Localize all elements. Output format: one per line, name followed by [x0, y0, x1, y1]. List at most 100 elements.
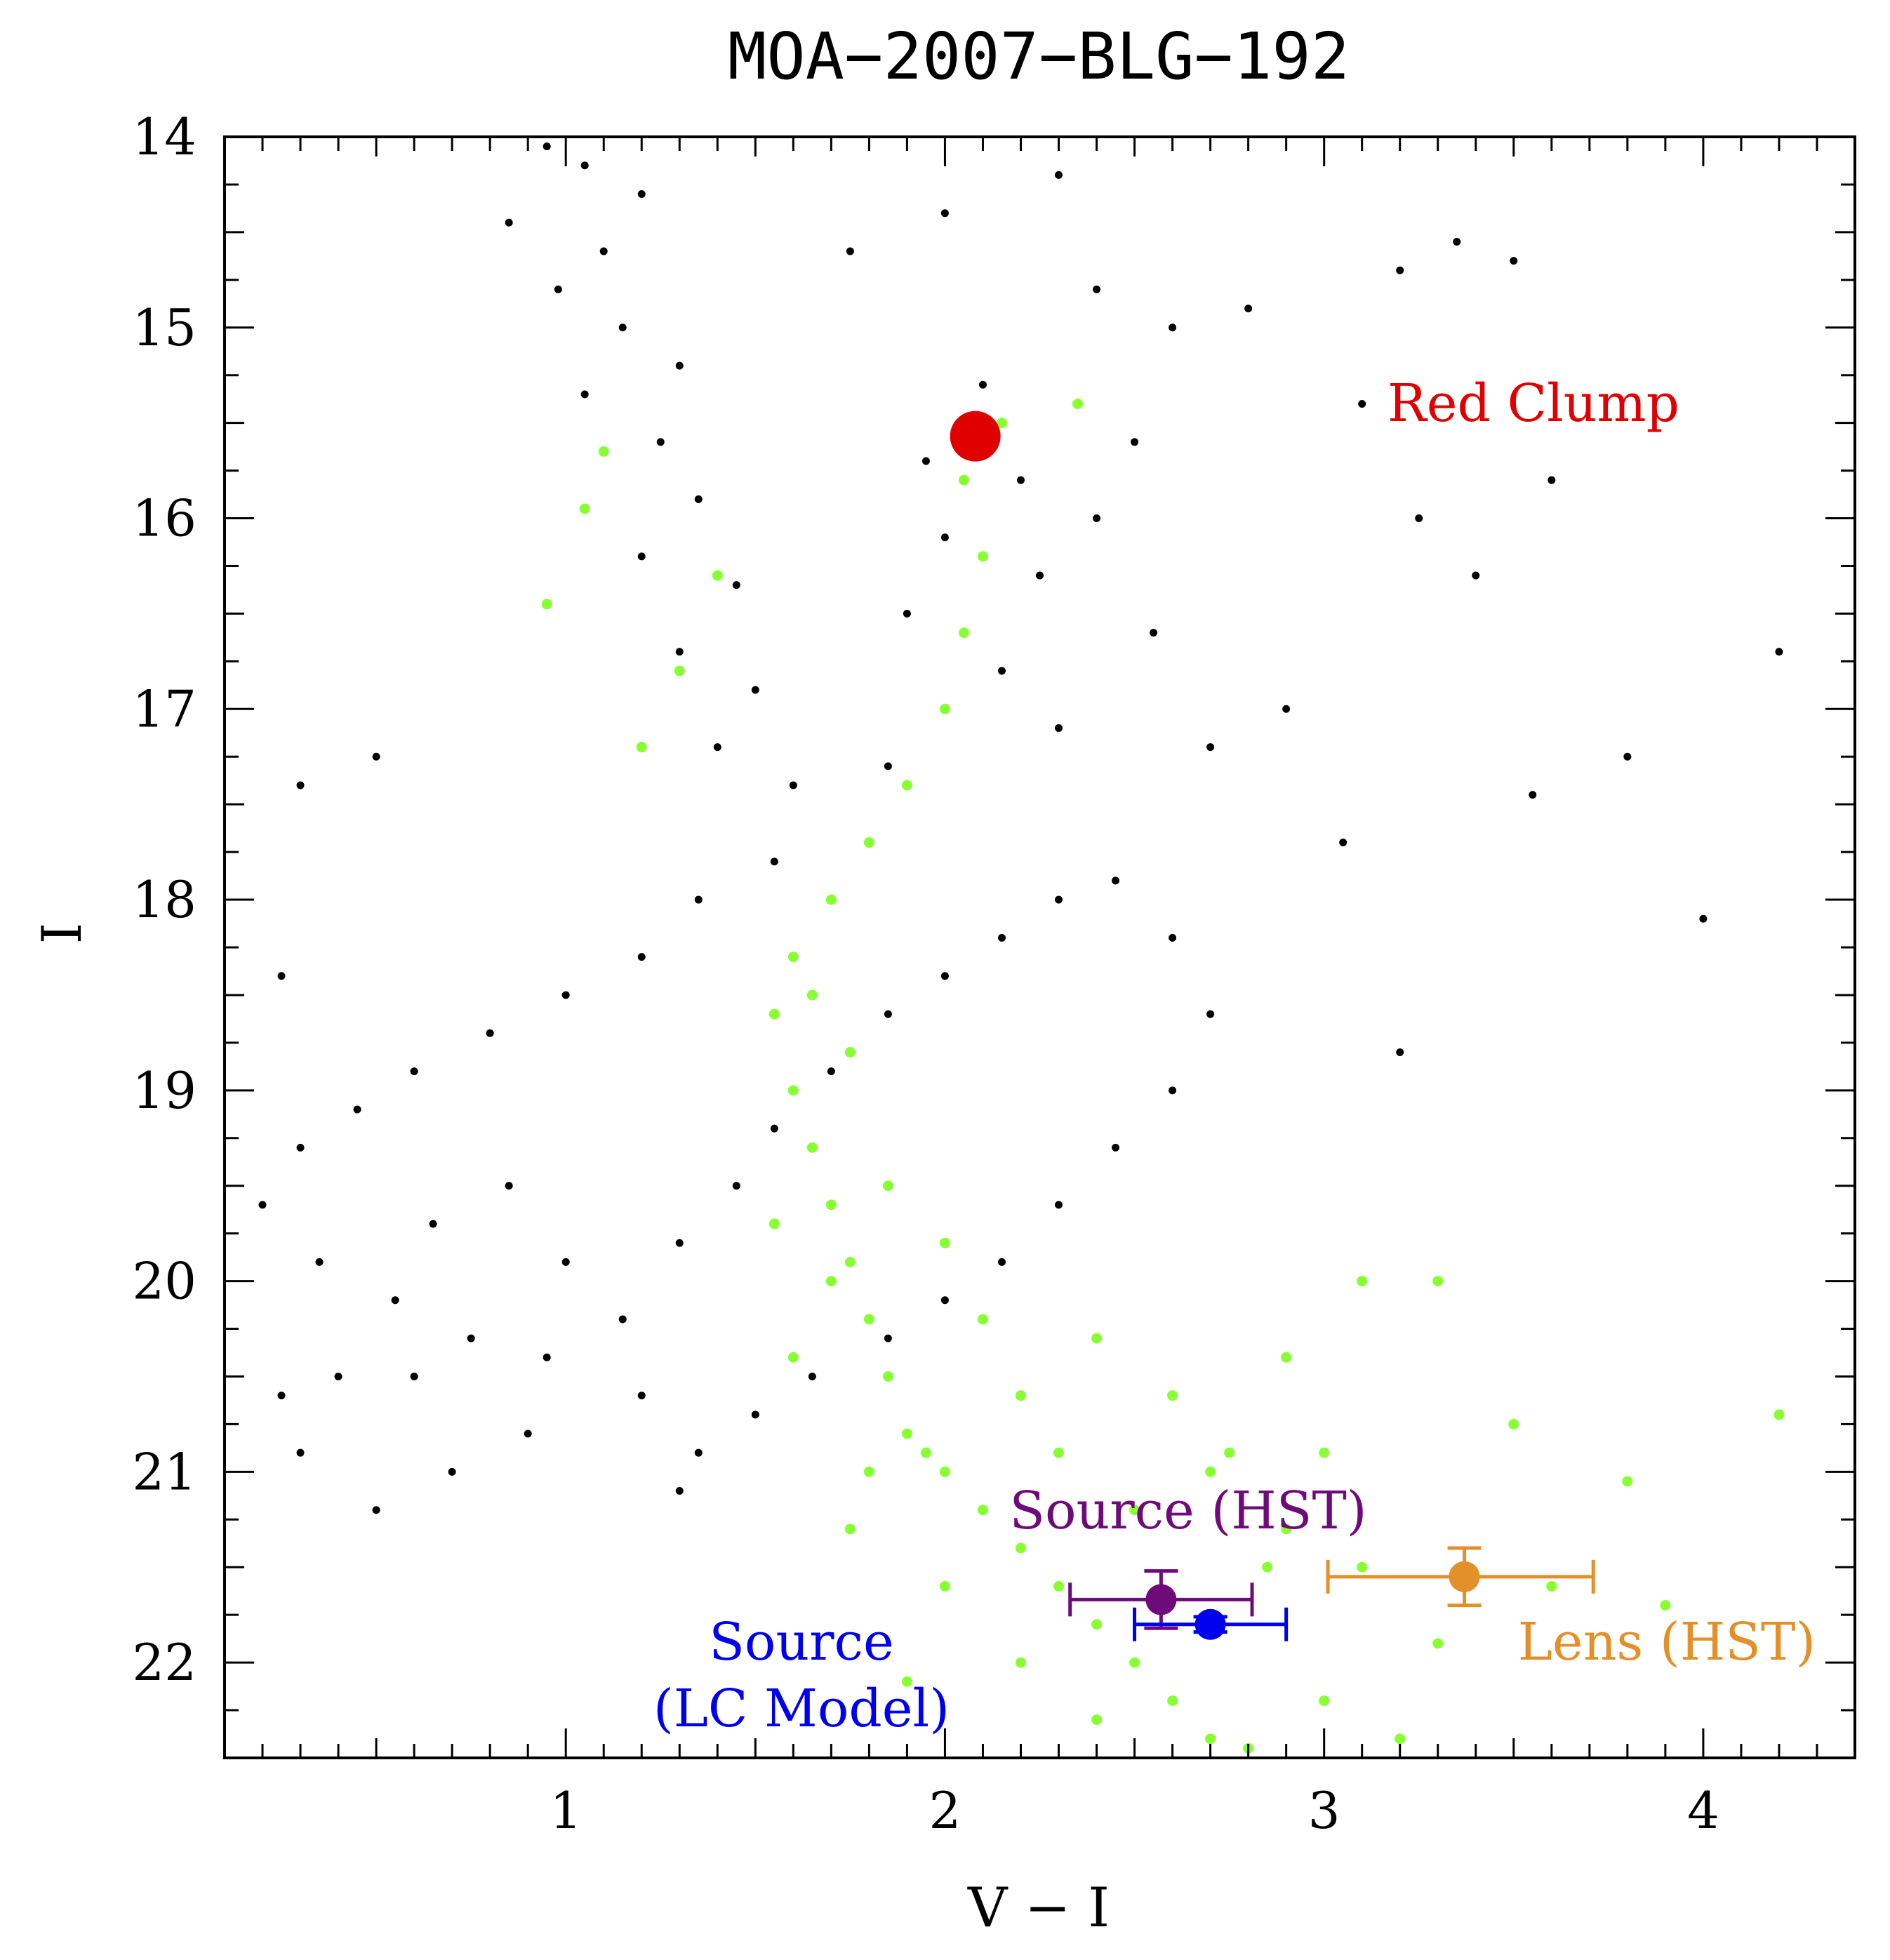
field-star-point [751, 686, 759, 694]
cleaned-star-point [806, 989, 818, 1001]
field-star-point [903, 609, 911, 618]
field-star-point [599, 247, 608, 255]
field-star-point [637, 953, 646, 961]
cleaned-star-point [1129, 1505, 1140, 1516]
cleaned-star-point [636, 742, 647, 753]
y-tick-label: 19 [132, 1061, 197, 1120]
field-star-point [1016, 476, 1025, 484]
cleaned-star-point [1281, 1524, 1292, 1535]
cleaned-star-point [1167, 1390, 1178, 1401]
field-star-point [1169, 1086, 1177, 1095]
field-star-point [656, 438, 665, 446]
marker-point [1194, 1608, 1226, 1640]
cleaned-star-point [768, 1218, 780, 1229]
field-star-point [694, 495, 703, 503]
field-star-point [554, 285, 562, 293]
cleaned-star-point [1015, 1390, 1026, 1401]
field-star-point [921, 457, 930, 465]
y-tick-label: 14 [132, 107, 197, 166]
cleaned-star-point [1167, 1695, 1178, 1706]
field-stars-series [258, 142, 1783, 1514]
lens-hst-label: Lens (HST) [1518, 1612, 1816, 1672]
cleaned-star-point [541, 599, 552, 610]
cleaned-star-point [787, 952, 799, 963]
field-star-point [1510, 257, 1518, 265]
field-star-point [1415, 514, 1423, 523]
cleaned-star-point [1432, 1276, 1444, 1287]
field-star-point [1055, 1201, 1063, 1209]
cleaned-star-point [1091, 1714, 1103, 1726]
field-star-point [561, 991, 570, 999]
cleaned-star-point [1357, 1276, 1368, 1287]
cleaned-star-point [882, 1180, 893, 1192]
y-tick-label: 18 [132, 870, 197, 929]
field-star-point [940, 533, 949, 542]
cleaned-star-point [1053, 1580, 1065, 1592]
field-star-point [296, 1143, 305, 1152]
cleaned-star-point [674, 665, 685, 676]
field-star-point [675, 1487, 684, 1495]
y-tick-label: 17 [132, 679, 197, 738]
field-star-point [1055, 724, 1063, 732]
field-star-point [486, 1029, 494, 1037]
x-tick-label: 3 [1308, 1781, 1340, 1840]
field-star-point [277, 1392, 286, 1400]
source-hst-label: Source (HST) [1009, 1481, 1366, 1541]
field-star-point [770, 1124, 778, 1133]
field-star-point [1093, 514, 1101, 523]
field-star-point [543, 142, 551, 151]
field-star-point [618, 324, 627, 332]
field-star-point [694, 1448, 703, 1457]
cleaned-star-point [844, 1256, 856, 1267]
x-tick-label: 4 [1687, 1781, 1719, 1840]
cleaned-star-point [1508, 1418, 1519, 1429]
field-star-point [997, 667, 1006, 675]
cleaned-star-point [863, 837, 874, 848]
field-star-point [1472, 571, 1480, 580]
field-star-point [1623, 752, 1632, 761]
field-star-point [1055, 171, 1063, 179]
field-star-point [353, 1105, 361, 1114]
x-tick-label: 1 [550, 1781, 582, 1840]
field-star-point [1055, 895, 1063, 904]
field-star-point [618, 1315, 627, 1324]
field-star-point [884, 1334, 892, 1342]
field-star-point [372, 752, 380, 761]
field-star-point [448, 1467, 456, 1476]
marker-lens-hst [1326, 1546, 1595, 1608]
cleaned-star-point [996, 418, 1007, 429]
field-star-point [1131, 438, 1139, 446]
field-star-point [732, 1182, 740, 1190]
cleaned-star-point [1015, 1542, 1026, 1554]
cleaned-star-point [977, 1314, 988, 1325]
field-star-point [637, 190, 646, 199]
source-lc-label-line2: (LC Model) [653, 1679, 950, 1739]
field-star-point [997, 933, 1006, 942]
cleaned-star-point [1319, 1695, 1330, 1706]
cleaned-star-point [1262, 1561, 1273, 1573]
field-star-point [277, 972, 286, 980]
x-tick-label: 2 [929, 1781, 961, 1840]
cleaned-star-point [1205, 1466, 1216, 1477]
field-star-point [997, 1258, 1006, 1266]
field-star-point [429, 1220, 437, 1228]
field-star-point [940, 1296, 949, 1305]
field-star-point [1169, 324, 1177, 332]
field-star-point [258, 1201, 267, 1209]
cleaned-star-point [1773, 1409, 1785, 1420]
field-star-point [675, 361, 684, 370]
cleaned-star-point [958, 627, 969, 639]
cleaned-star-point [1432, 1638, 1444, 1649]
cleaned-star-point [1205, 1733, 1216, 1745]
cleaned-star-point [844, 1524, 856, 1535]
field-star-point [1453, 237, 1461, 246]
field-star-point [1112, 1143, 1120, 1152]
cleaned-star-point [939, 1580, 950, 1592]
field-star-point [1548, 476, 1556, 484]
field-star-point [1282, 705, 1291, 713]
cleaned-star-point [1281, 1352, 1292, 1363]
cleaned-star-point [712, 570, 723, 581]
cleaned-star-point [825, 1276, 837, 1287]
field-star-point [637, 552, 646, 561]
